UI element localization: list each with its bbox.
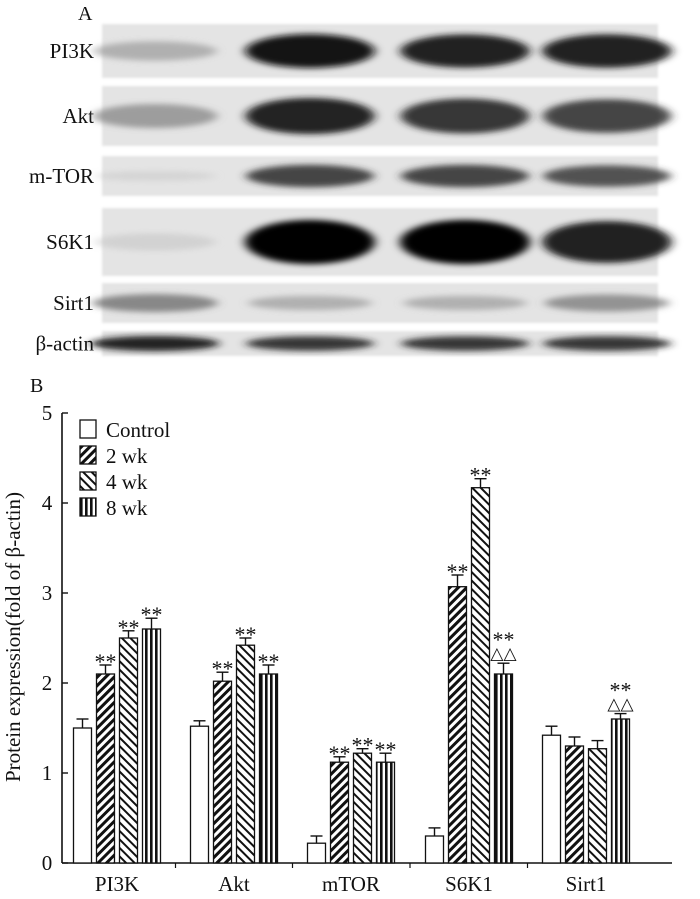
blot-row-label: β-actin: [36, 332, 95, 356]
bar: [587, 748, 608, 864]
significance-triangles: △△: [490, 644, 517, 663]
bar: [610, 718, 631, 864]
bar: [95, 673, 116, 864]
blot-band: [542, 34, 672, 68]
panel-a-letter: A: [78, 3, 93, 25]
chart-bars: [72, 478, 631, 864]
blot-band: [248, 295, 372, 311]
blot-row-label: S6K1: [46, 230, 94, 254]
blot-row: Akt: [63, 86, 671, 146]
bar: [189, 725, 210, 864]
blot-band: [544, 294, 670, 312]
x-tick-label: Sirt1: [566, 872, 607, 896]
significance-stars: **: [447, 559, 469, 584]
blot-row: Sirt1: [53, 283, 670, 323]
legend-label: 2 wk: [106, 444, 148, 468]
blot-row: β-actin: [36, 331, 672, 356]
significance-stars: **: [258, 649, 280, 674]
blot-row-label: Sirt1: [53, 291, 94, 315]
bar: [329, 761, 350, 864]
blot-band: [542, 336, 672, 351]
blot-band: [400, 219, 530, 265]
x-tick-label: PI3K: [95, 872, 139, 896]
blot-band: [245, 336, 375, 351]
bar: [141, 628, 162, 864]
blot-band: [93, 41, 217, 61]
blot-band: [246, 164, 374, 188]
significance-stars: **: [212, 656, 234, 681]
bar: [375, 761, 396, 864]
significance-stars: **: [118, 615, 140, 640]
blot-band: [92, 103, 218, 129]
significance-stars: **: [235, 622, 257, 647]
x-tick-label: Akt: [218, 872, 250, 896]
blot-row: m-TOR: [29, 156, 671, 196]
bar: [447, 586, 468, 864]
blot-band: [245, 219, 375, 265]
significance-stars: **: [493, 627, 515, 652]
legend-label: Control: [106, 418, 170, 442]
bar: [118, 637, 139, 864]
blot-row-label: PI3K: [50, 39, 94, 63]
legend-swatch: [79, 445, 97, 465]
bar: [72, 727, 93, 864]
blot-row-label: Akt: [63, 104, 95, 128]
bar: [470, 487, 491, 864]
y-tick-label: 2: [42, 671, 53, 695]
significance-triangles: △△: [607, 695, 634, 714]
blot-band: [90, 335, 220, 352]
legend-label: 8 wk: [106, 496, 148, 520]
legend-swatch: [79, 497, 97, 517]
bar: [424, 835, 445, 864]
legend-swatch: [79, 419, 97, 439]
bar: [564, 745, 585, 864]
chart-annotations: ************** ** ********△△**△△: [95, 463, 635, 766]
blot-band: [400, 98, 530, 134]
significance-stars: **: [470, 463, 492, 488]
bar: [235, 644, 256, 864]
significance-stars: **: [95, 649, 117, 674]
legend-swatch: [79, 471, 97, 491]
blot-row: S6K1: [46, 208, 672, 276]
bar: [258, 673, 279, 864]
significance-stars: **: [141, 602, 163, 627]
significance-stars: **: [352, 733, 374, 758]
blot-band: [92, 294, 218, 312]
blot-band: [245, 34, 375, 68]
y-tick-label: 0: [42, 851, 53, 875]
y-axis-label: Protein expression(fold of β-actin): [1, 492, 25, 782]
blot-row: PI3K: [50, 24, 672, 78]
blot-band: [400, 336, 530, 351]
blot-band: [245, 97, 375, 135]
bar: [541, 734, 562, 864]
blot-band: [401, 164, 529, 188]
significance-stars: **: [375, 737, 397, 762]
y-tick-label: 1: [42, 761, 53, 785]
bar: [493, 673, 514, 864]
panel-b-letter: B: [30, 375, 43, 397]
blot-band: [94, 233, 216, 251]
y-tick-label: 4: [42, 491, 53, 515]
blot-row-label: m-TOR: [29, 164, 94, 188]
western-blot-panel: A PI3K Akt m-TOR S6K1 Sirt1 β-actin: [29, 3, 672, 356]
bar: [352, 752, 373, 864]
significance-stars: **: [329, 741, 351, 766]
blot-band: [400, 34, 530, 68]
y-tick-label: 3: [42, 581, 53, 605]
y-tick-label: 5: [42, 401, 53, 425]
blot-band: [94, 171, 216, 181]
significance-stars: **: [610, 678, 632, 703]
blot-band: [403, 295, 527, 311]
bar: [212, 680, 233, 864]
x-tick-label: S6K1: [445, 872, 493, 896]
blot-band: [542, 221, 672, 263]
x-tick-label: mTOR: [322, 872, 380, 896]
legend-label: 4 wk: [106, 470, 148, 494]
bar: [306, 842, 327, 864]
blot-band: [543, 165, 671, 187]
blot-band: [543, 99, 671, 133]
